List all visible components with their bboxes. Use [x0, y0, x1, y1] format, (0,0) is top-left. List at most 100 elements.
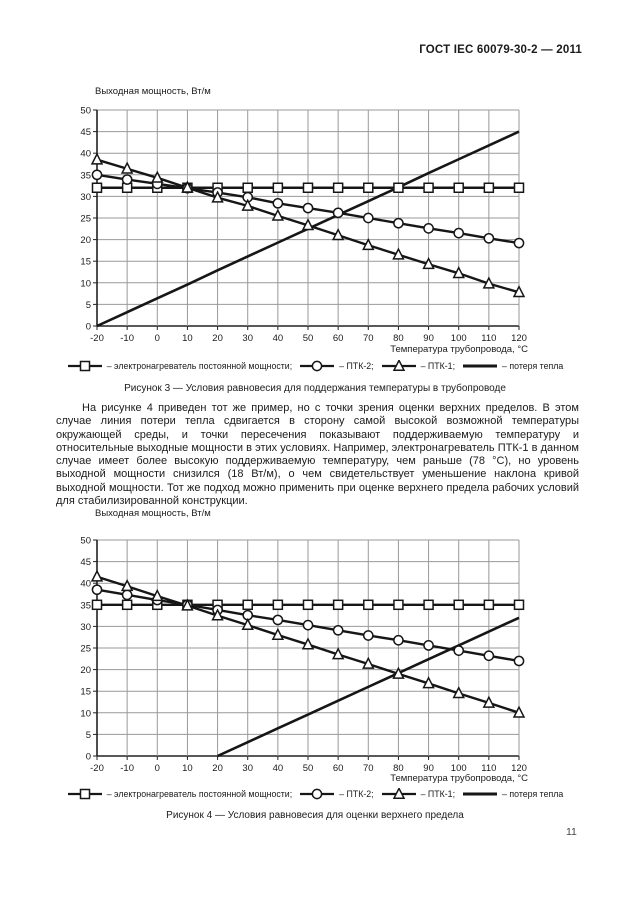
figure4-y-axis-title: Выходная мощность, Вт/м — [95, 508, 211, 519]
x-tick-label: 40 — [273, 763, 284, 774]
marker-triangle-icon — [362, 656, 375, 669]
x-tick-label: 120 — [511, 763, 527, 774]
marker-circle-icon — [121, 174, 133, 185]
marker-square-icon — [79, 788, 90, 800]
y-tick-label: 25 — [80, 644, 91, 655]
marker-triangle-icon — [271, 208, 285, 221]
series-line — [217, 616, 520, 758]
legend-triangle-symbol-icon — [381, 360, 416, 371]
marker-square-icon — [242, 599, 253, 611]
legend-item-triangle: – ПТК-1; — [381, 788, 455, 800]
legend-item-line: – потеря тепла — [462, 788, 563, 800]
figure4-caption: Рисунок 4 — Условия равновесия для оценк… — [166, 810, 464, 821]
x-tick-label: -20 — [90, 333, 104, 344]
legend-label: – ПТК-1; — [420, 789, 456, 799]
marker-circle-icon — [513, 237, 525, 249]
marker-triangle-icon — [392, 360, 405, 371]
y-tick-label: 50 — [80, 536, 91, 547]
y-tick-label: 0 — [86, 752, 91, 763]
marker-triangle-icon — [482, 695, 496, 708]
marker-triangle-icon — [452, 686, 465, 699]
page-header: ГОСТ IEC 60079-30-2 — 2011 — [419, 44, 582, 56]
x-tick-label: 30 — [242, 763, 253, 774]
marker-square-icon — [393, 599, 404, 611]
marker-square-icon — [272, 599, 284, 611]
x-tick-label: 100 — [451, 763, 467, 774]
x-tick-label: 50 — [303, 333, 314, 344]
marker-circle-icon — [91, 584, 103, 596]
x-tick-label: 80 — [393, 763, 404, 774]
y-tick-label: 50 — [80, 106, 91, 117]
legend-circle-symbol-icon — [300, 360, 335, 372]
x-tick-label: 40 — [273, 333, 284, 344]
figure4-chart: 0 5 10 15 20 25 30 35 40 45 50 -20 -10 0 10 20 30 40 50 60 7… — [80, 536, 527, 775]
x-tick-label: 110 — [481, 763, 496, 774]
marker-circle-icon — [121, 589, 133, 601]
y-tick-label: 35 — [80, 170, 91, 181]
marker-circle-icon — [483, 650, 495, 662]
marker-circle-icon — [91, 169, 103, 181]
y-tick-label: 15 — [80, 257, 91, 268]
marker-circle-icon — [332, 207, 344, 219]
legend-item-square: – электронагреватель постоянной мощности… — [67, 360, 292, 372]
marker-square-icon — [483, 599, 495, 611]
y-tick-label: 20 — [80, 235, 91, 246]
marker-circle-icon — [272, 197, 284, 209]
x-tick-label: -10 — [120, 333, 134, 344]
marker-circle-icon — [423, 223, 434, 234]
x-tick-label: 0 — [155, 763, 160, 774]
marker-triangle-icon — [422, 676, 435, 689]
legend-item-line: – потеря тепла — [462, 360, 563, 372]
marker-square-icon — [363, 182, 374, 194]
y-tick-label: 35 — [80, 600, 91, 611]
marker-triangle-icon — [392, 247, 405, 260]
marker-circle-icon — [311, 788, 323, 800]
marker-triangle-icon — [392, 788, 405, 799]
x-tick-label: 90 — [423, 333, 434, 344]
legend-line-symbol-icon — [463, 364, 498, 368]
marker-circle-icon — [272, 614, 284, 626]
marker-circle-icon — [483, 232, 495, 244]
marker-circle-icon — [393, 634, 404, 646]
y-tick-label: 30 — [80, 622, 91, 633]
marker-triangle-icon — [422, 256, 435, 270]
marker-circle-icon — [362, 212, 374, 224]
marker-triangle-icon — [120, 578, 134, 592]
x-tick-label: 90 — [423, 763, 434, 774]
x-tick-label: -10 — [120, 763, 134, 774]
marker-triangle-icon — [241, 617, 254, 631]
y-tick-label: 45 — [80, 127, 91, 138]
y-tick-label: 45 — [80, 557, 91, 568]
marker-square-icon — [423, 599, 434, 611]
x-tick-label: 60 — [333, 333, 344, 344]
marker-square-icon — [121, 599, 133, 611]
marker-triangle-icon — [211, 190, 224, 203]
marker-square-icon — [363, 599, 374, 611]
marker-circle-icon — [362, 630, 374, 641]
y-tick-label: 10 — [80, 278, 91, 289]
page-number: 11 — [566, 826, 577, 838]
body-paragraph: На рисунке 4 приведен тот же пример, но … — [56, 402, 579, 508]
marker-triangle-icon — [181, 598, 194, 611]
legend-item-circle: – ПТК-2; — [299, 788, 374, 800]
legend-item-circle: – ПТК-2; — [299, 360, 374, 372]
legend-label: – ПТК-2; — [339, 361, 374, 371]
marker-square-icon — [91, 182, 103, 194]
legend-label: – электронагреватель постоянной мощности… — [106, 361, 293, 371]
marker-triangle-icon — [482, 276, 496, 289]
x-tick-label: 70 — [363, 333, 374, 344]
marker-triangle-icon — [301, 637, 315, 650]
legend-triangle-symbol-icon — [381, 788, 416, 799]
marker-square-icon — [302, 182, 314, 194]
y-tick-label: 40 — [80, 149, 91, 160]
marker-square-icon — [79, 360, 90, 372]
legend-label: – ПТК-2; — [339, 789, 374, 799]
marker-triangle-icon — [392, 666, 405, 679]
marker-circle-icon — [311, 360, 323, 372]
figure4-x-axis-title: Температура трубопровода, °С — [390, 773, 528, 784]
marker-triangle-icon — [211, 608, 224, 621]
y-tick-label: 0 — [86, 322, 91, 333]
marker-circle-icon — [393, 217, 404, 229]
x-tick-label: 100 — [451, 333, 467, 344]
